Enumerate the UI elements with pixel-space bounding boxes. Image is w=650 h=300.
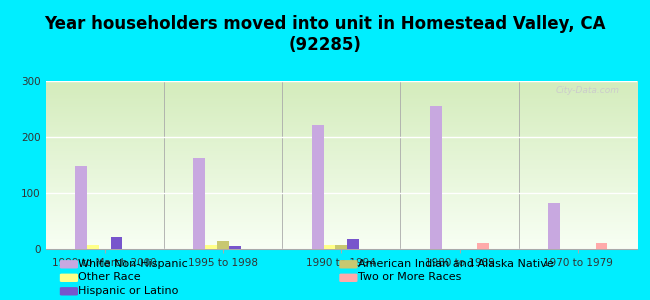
Bar xyxy=(312,125,324,249)
Bar xyxy=(87,244,99,249)
Text: Other Race: Other Race xyxy=(78,272,140,283)
Text: American Indian and Alaska Native: American Indian and Alaska Native xyxy=(358,259,553,269)
Bar xyxy=(335,244,347,249)
Bar xyxy=(324,244,335,249)
Bar xyxy=(549,202,560,249)
Bar xyxy=(229,246,240,249)
Bar xyxy=(217,241,229,249)
Bar xyxy=(111,237,122,249)
Bar xyxy=(430,106,442,249)
Bar xyxy=(347,239,359,249)
Bar xyxy=(477,243,489,249)
Bar xyxy=(205,244,217,249)
Bar xyxy=(194,158,205,249)
Bar xyxy=(75,166,87,249)
Text: City-Data.com: City-Data.com xyxy=(555,86,619,95)
Bar xyxy=(595,243,608,249)
Text: White Non-Hispanic: White Non-Hispanic xyxy=(78,259,188,269)
Text: Two or More Races: Two or More Races xyxy=(358,272,461,283)
Text: Hispanic or Latino: Hispanic or Latino xyxy=(78,286,178,296)
Text: Year householders moved into unit in Homestead Valley, CA
(92285): Year householders moved into unit in Hom… xyxy=(44,15,606,54)
